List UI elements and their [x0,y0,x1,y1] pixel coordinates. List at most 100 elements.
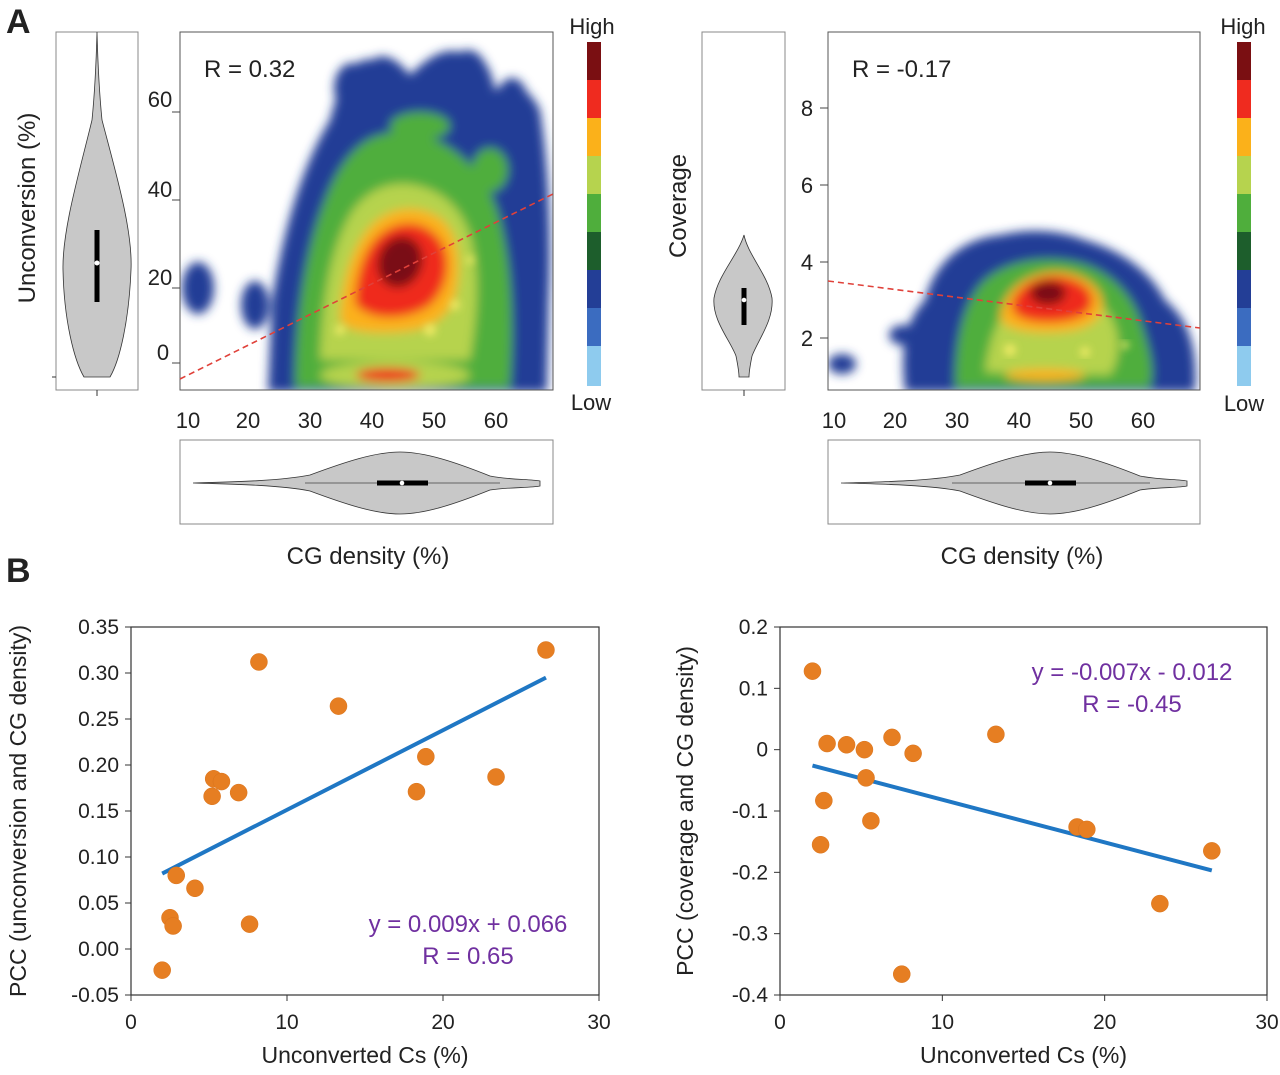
data-point [153,961,171,979]
x-tick-label: 50 [422,408,446,433]
data-point [203,787,221,806]
y-tick-label: -0.4 [732,984,769,1007]
y-tick-label: 0.20 [78,754,119,777]
y-ticks-a: 0 20 40 60 [148,87,180,365]
colorbar-high-label: High [1220,14,1265,39]
y-tick-label: -0.3 [732,923,768,946]
violin-median [399,480,405,486]
y-tick-label: -0.05 [71,984,119,1007]
y-tick-label: 20 [148,265,172,290]
y-tick-label: 0.30 [78,662,119,685]
y-ticks-b: 2 4 6 8 [801,96,828,351]
colorbar-high-label: High [569,14,614,39]
panel-label-b: B [6,552,31,590]
colorbar-low-label: Low [1224,391,1264,416]
heatmap-b: Coverage R = -0.17 [665,31,1201,570]
density-field-b [828,32,1200,390]
x-axis-label-a: CG density (%) [287,543,450,570]
violin-median [94,260,100,266]
heatmap-frame-b [827,31,1201,391]
x-tick-label: 20 [236,408,260,433]
y-tick-label: 8 [801,96,813,121]
regression-equation: y = 0.009x + 0.066 [369,911,568,938]
data-point [1078,820,1096,839]
regression-line [811,763,1213,873]
regression-equation: y = -0.007x - 0.012 [1032,659,1233,686]
heatmap-a: Unconversion (%) [14,31,554,570]
data-point [818,734,836,753]
r-annotation-b: R = -0.17 [852,56,951,83]
x-tick-label: 10 [822,408,846,433]
x-tick-label: 40 [360,408,384,433]
r-annotation-a: R = 0.32 [204,56,295,83]
y-tick-label: 0.00 [78,938,119,961]
x-tick-label: 30 [1255,1011,1278,1034]
y-tick-label: 0.2 [739,616,768,639]
y-axis-label: PCC (coverage and CG density) [672,646,698,976]
y-tick-label: 2 [801,326,813,351]
violin-unconversion [62,31,132,378]
regression-line [161,675,547,876]
x-tick-label: 30 [945,408,969,433]
data-point [837,736,856,754]
data-point [212,772,231,791]
trend-line-b [827,280,1201,329]
data-point [811,835,830,854]
y-tick-label: 0.25 [78,708,119,731]
x-axis-label-b: CG density (%) [941,543,1104,570]
y-tick-label: 0.15 [78,800,119,823]
data-point [904,744,922,763]
violin-box-bottom-b [827,439,1201,525]
violin-box-bottom-a [179,439,554,525]
data-point [240,915,259,933]
data-point [987,725,1005,744]
violin-median [1047,480,1053,486]
y-tick-label: 60 [148,87,172,112]
data-point [1203,842,1221,860]
x-tick-label: 20 [431,1011,454,1034]
y-tick-label: 0.35 [78,616,119,639]
colorbar-b: High Low [1220,14,1265,416]
y-tick-label: -0.1 [732,800,768,823]
y-tick-label: 0.05 [78,892,119,915]
y-tick-label: 0 [756,739,768,762]
data-point [815,791,833,810]
data-point [855,740,874,759]
y-axis-label-a: Unconversion (%) [14,113,41,304]
plot-frame [130,626,600,996]
x-axis-label: Unconverted Cs (%) [261,1042,468,1068]
data-point [893,965,911,983]
x-tick-label: 30 [587,1011,610,1034]
x-tick-label: 0 [774,1011,786,1034]
x-axis-label: Unconverted Cs (%) [920,1042,1127,1068]
data-point [1151,894,1169,913]
x-tick-label: 20 [1093,1011,1116,1034]
r-label: R = 0.65 [422,943,513,970]
data-point [186,879,204,898]
colorbar-a: High Low [569,14,614,415]
y-tick-label: 0 [157,340,169,365]
x-tick-label: 0 [125,1011,137,1034]
r-label: R = -0.45 [1082,691,1181,718]
density-field-a [180,32,553,390]
x-tick-label: 10 [275,1011,298,1034]
data-point [164,917,182,935]
data-point [862,812,880,830]
data-point [883,728,901,747]
x-tick-label: 60 [484,408,508,433]
data-point [487,768,505,786]
data-point [167,866,185,885]
y-axis-label: PCC (unconversion and CG density) [5,625,31,997]
colorbar-low-label: Low [571,390,611,415]
y-tick-label: -0.2 [732,861,768,884]
heatmap-frame-a [179,31,554,391]
x-tick-label: 60 [1131,408,1155,433]
y-tick-label: 0.1 [739,677,768,700]
data-point [250,653,268,671]
data-point [229,783,248,802]
data-point [417,747,435,766]
y-tick-label: 40 [148,177,172,202]
panel-label-a: A [6,3,31,41]
x-tick-label: 30 [298,408,322,433]
